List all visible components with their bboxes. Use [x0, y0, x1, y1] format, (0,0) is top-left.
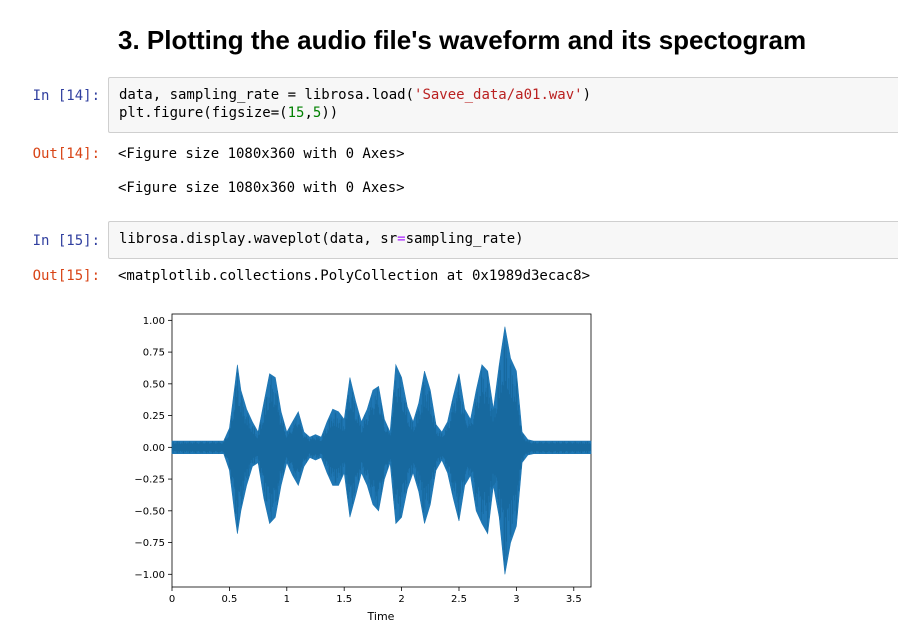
code-cell-14[interactable]: data, sampling_rate = librosa.load('Save… — [108, 77, 898, 133]
y-tick-label: 0.75 — [143, 348, 165, 359]
code-number: 15 — [287, 105, 305, 121]
x-tick-label: 2.5 — [451, 594, 467, 605]
x-tick-label: 1.5 — [336, 594, 352, 605]
code-number: 5 — [312, 105, 322, 121]
code-text: librosa.display.waveplot(data, sr — [119, 231, 398, 247]
x-tick-label: 1 — [284, 594, 290, 605]
x-tick-label: 0 — [169, 594, 175, 605]
in-prompt-14: In [14]: — [32, 88, 100, 104]
x-tick-label: 3 — [513, 594, 519, 605]
code-text: sampling_rate) — [405, 231, 524, 247]
x-tick-label: 0.5 — [221, 594, 237, 605]
code-text: , — [304, 105, 313, 121]
y-tick-label: 0.50 — [143, 379, 165, 390]
y-tick-label: −0.25 — [134, 475, 165, 486]
code-cell-15[interactable]: librosa.display.waveplot(data, sr=sampli… — [108, 221, 898, 259]
y-tick-label: −0.75 — [134, 538, 165, 549]
out-prompt-15: Out[15]: — [32, 268, 100, 284]
code-text: data, sampling_rate = librosa.load( — [119, 87, 415, 103]
output-text: <Figure size 1080x360 with 0 Axes> — [118, 180, 405, 196]
code-text: plt.figure(figsize=( — [119, 105, 288, 121]
x-tick-label: 2 — [398, 594, 404, 605]
x-axis-label: Time — [367, 610, 395, 623]
out-prompt-14: Out[14]: — [32, 146, 100, 162]
code-text: )) — [321, 105, 339, 121]
waveform-plot: 1.000.750.500.250.00−0.25−0.50−0.75−1.00… — [134, 313, 592, 623]
y-tick-label: 1.00 — [143, 316, 165, 327]
section-heading: 3. Plotting the audio file's waveform an… — [118, 25, 807, 55]
in-prompt-15: In [15]: — [32, 233, 100, 249]
code-string: 'Savee_data/a01.wav' — [414, 87, 583, 103]
x-tick-label: 3.5 — [566, 594, 582, 605]
output-text: <matplotlib.collections.PolyCollection a… — [118, 268, 591, 284]
y-tick-label: −1.00 — [134, 570, 165, 581]
y-tick-label: −0.50 — [134, 506, 165, 517]
code-operator: = — [397, 231, 406, 247]
y-tick-label: 0.25 — [143, 411, 165, 422]
output-text: <Figure size 1080x360 with 0 Axes> — [118, 146, 405, 162]
code-text: ) — [582, 87, 592, 103]
y-tick-label: 0.00 — [143, 443, 165, 454]
